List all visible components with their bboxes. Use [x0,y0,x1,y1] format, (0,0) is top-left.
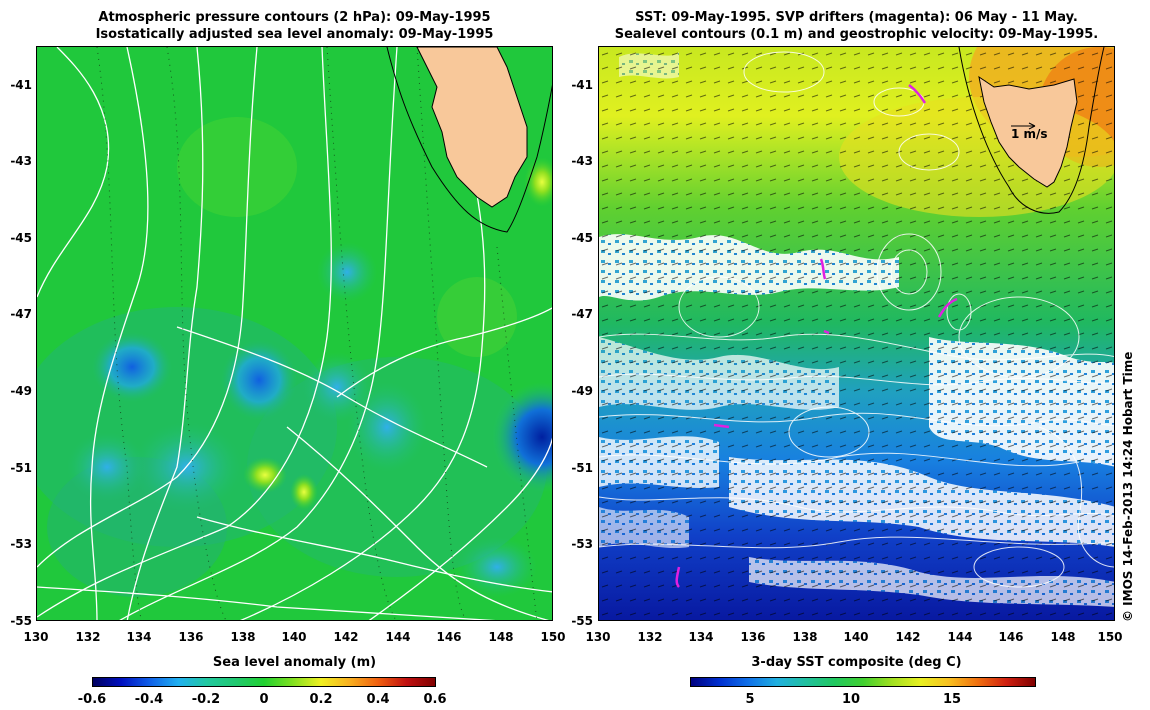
lon-tick: 134 [688,630,714,644]
cb-tick: 0.2 [309,692,333,707]
right-title-line2: Sealevel contours (0.1 m) and geostrophi… [614,27,1099,42]
left-title: Atmospheric pressure contours (2 hPa): 0… [36,9,553,43]
lat-tick: -51 [10,461,32,475]
lon-tick: 136 [178,630,204,644]
lon-tick: 134 [126,630,152,644]
sealevel-contours [599,51,1114,588]
cb-tick: -0.6 [77,692,107,707]
left-title-line2: Isostatically adjusted sea level anomaly… [95,27,494,42]
cb-tick: -0.4 [134,692,164,707]
lon-tick: 146 [436,630,462,644]
left-colorbar-title: Sea level anomaly (m) [212,655,377,670]
left-map [36,46,553,621]
lon-tick: 138 [230,630,256,644]
lon-tick: 136 [740,630,766,644]
lat-tick: -41 [10,78,32,92]
cb-tick: 0.4 [366,692,390,707]
cb-tick: 5 [745,692,755,707]
cb-tick: -0.2 [191,692,221,707]
pressure-contours [37,47,552,620]
svp-drifters [675,84,958,588]
left-title-line1: Atmospheric pressure contours (2 hPa): 0… [98,10,491,25]
lon-tick: 144 [947,630,973,644]
right-colorbar-title: 3-day SST composite (deg C) [751,655,962,670]
credit-label: © IMOS 14-Feb-2013 14:24 Hobart Time [1121,351,1135,622]
sst-field [599,47,1114,620]
lon-tick: 146 [998,630,1024,644]
lon-tick: 144 [385,630,411,644]
cb-tick: 0.6 [423,692,447,707]
lon-tick: 150 [540,630,566,644]
lon-tick: 132 [75,630,101,644]
lon-tick: 142 [895,630,921,644]
right-colorbar [690,677,1036,687]
lat-tick: -51 [571,461,593,475]
right-title: SST: 09-May-1995. SVP drifters (magenta)… [598,9,1115,43]
tasmania-land [978,75,1078,188]
lon-tick: 140 [281,630,307,644]
lat-tick: -41 [571,78,593,92]
right-map: 1 m/s [598,46,1115,621]
left-colorbar [92,677,436,687]
cb-tick: 0 [259,692,269,707]
cb-tick: 15 [942,692,962,707]
lon-tick: 130 [23,630,49,644]
lon-tick: 150 [1097,630,1123,644]
right-title-line1: SST: 09-May-1995. SVP drifters (magenta)… [635,10,1078,25]
lat-tick: -43 [10,154,32,168]
lon-tick: 142 [333,630,359,644]
lat-tick: -49 [571,384,593,398]
lon-tick: 132 [637,630,663,644]
velocity-scale-label: 1 m/s [1011,127,1048,141]
sea-level-anomaly-field [37,47,552,620]
lat-tick: -55 [571,614,593,628]
lat-tick: -53 [571,537,593,551]
velocity-scale-arrow [1011,122,1036,130]
lat-tick: -53 [10,537,32,551]
lat-tick: -47 [571,307,593,321]
cb-tick: 10 [841,692,861,707]
lon-tick: 148 [1050,630,1076,644]
lon-tick: 138 [792,630,818,644]
lon-tick: 140 [843,630,869,644]
lat-tick: -45 [571,231,593,245]
lat-tick: -47 [10,307,32,321]
tasmania-land [416,47,528,208]
lat-tick: -49 [10,384,32,398]
lon-tick: 130 [585,630,611,644]
lat-tick: -45 [10,231,32,245]
lat-tick: -43 [571,154,593,168]
lat-tick: -55 [10,614,32,628]
lon-tick: 148 [488,630,514,644]
